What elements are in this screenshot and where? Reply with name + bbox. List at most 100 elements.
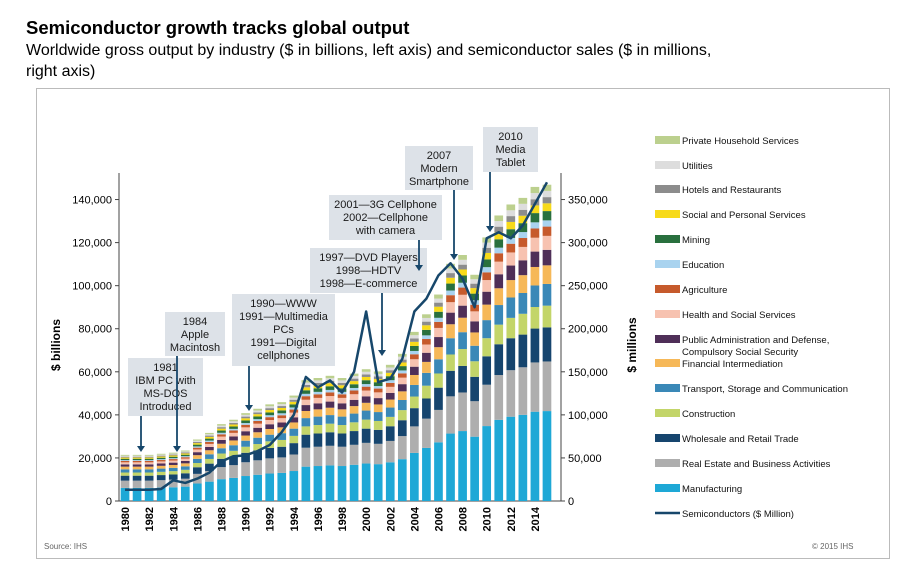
bar-segment [361, 442, 371, 464]
bar-segment [156, 457, 166, 460]
bar-segment [168, 487, 178, 501]
bar-segment [205, 454, 214, 459]
legend-label: Public Administration and Defense, [682, 335, 829, 346]
bar-segment [470, 293, 479, 301]
bar-segment [410, 350, 419, 355]
bar-segment [253, 420, 262, 424]
bar-segment [229, 424, 238, 427]
bar-segment [325, 445, 335, 466]
bar-segment [180, 453, 190, 455]
bar-segment [325, 389, 335, 393]
bar-segment [120, 475, 130, 481]
semiconductor-line [125, 181, 549, 492]
bar-segment [422, 339, 431, 345]
bar-segment [506, 210, 516, 217]
bar-segment [301, 396, 311, 400]
bar-segment [397, 459, 407, 501]
bar-segment [144, 454, 154, 456]
bar-segment [277, 433, 287, 440]
bar-segment [120, 455, 130, 457]
bar-segment [277, 413, 287, 416]
bar-segment [385, 392, 395, 400]
bar-segment [530, 222, 540, 229]
bar-segment [506, 243, 516, 253]
bar-segment [361, 428, 371, 443]
bar-segment [156, 453, 166, 455]
bar-segment [482, 259, 492, 268]
bar-segment [530, 285, 540, 308]
bar-segment [241, 418, 250, 421]
bar-segment [361, 371, 371, 375]
bar-segment [217, 425, 226, 428]
bar-segment [217, 467, 226, 480]
bar-segment [180, 466, 190, 470]
bar-segment [518, 232, 528, 239]
bar-segment [434, 347, 443, 360]
bar-segment [120, 460, 130, 461]
bar-segment [253, 444, 262, 451]
bar-segment [397, 400, 407, 411]
bar-segment [325, 386, 335, 390]
bar-segment [434, 317, 443, 322]
bar-segment [289, 395, 299, 398]
bar-segment [422, 329, 431, 336]
bar-segment [265, 447, 275, 459]
bar-segment [144, 487, 154, 501]
annotation-text: Tablet [496, 157, 525, 169]
bar-segment [422, 418, 431, 448]
bar-segment [397, 420, 407, 437]
bar-segment [168, 455, 178, 457]
bar-segment [168, 456, 178, 459]
bar-segment [120, 480, 130, 488]
bar-segment [241, 440, 250, 447]
bar-segment [518, 414, 528, 501]
bar-segment [422, 352, 431, 362]
bar-segment [410, 396, 419, 409]
bar-segment [229, 477, 238, 501]
bar-segment [373, 404, 383, 413]
bar-segment [156, 455, 166, 457]
bar-segment [168, 474, 178, 480]
bar-segment [325, 392, 335, 397]
bar-segment [325, 423, 335, 433]
bar-segment [458, 392, 467, 432]
bar-segment [434, 327, 443, 338]
bar-segment [494, 247, 504, 254]
bar-segment [385, 407, 395, 417]
bar-segment [494, 375, 504, 420]
bar-segment [349, 406, 359, 414]
bar-segment [120, 454, 130, 456]
bar-segment [277, 439, 287, 447]
bar-segment [385, 372, 395, 377]
left-tick-label: 0 [106, 496, 112, 508]
bar-segment [193, 455, 202, 459]
annotation-text: 1990—WWW [250, 298, 317, 310]
right-tick-label: 350,000 [568, 195, 608, 207]
bar-segment [241, 435, 250, 441]
bar-segment [482, 384, 492, 427]
bar-segment [132, 458, 142, 461]
bar-segment [470, 345, 479, 362]
bar-segment [446, 338, 455, 355]
bar-segment [229, 456, 238, 466]
bar-segment [361, 386, 371, 391]
right-tick-label: 250,000 [568, 281, 608, 293]
bar-segment [168, 454, 178, 456]
x-tick-label: 1998 [337, 507, 349, 531]
bar-segment [506, 338, 516, 371]
annotation-box [232, 294, 335, 366]
bar-segment [518, 215, 528, 224]
annotation-text: 2007 [427, 150, 451, 162]
bar-segment [253, 423, 262, 428]
bar-segment [253, 474, 262, 501]
bar-segment [217, 436, 226, 440]
left-tick-label: 60,000 [78, 367, 112, 379]
legend-swatch [655, 185, 680, 193]
bar-segment [373, 429, 383, 444]
bar-segment [458, 332, 467, 350]
bar-segment [132, 480, 142, 488]
annotation-arrowhead [486, 226, 494, 232]
left-tick-label: 20,000 [78, 453, 112, 465]
bar-segment [180, 486, 190, 501]
bar-segment [313, 394, 323, 398]
